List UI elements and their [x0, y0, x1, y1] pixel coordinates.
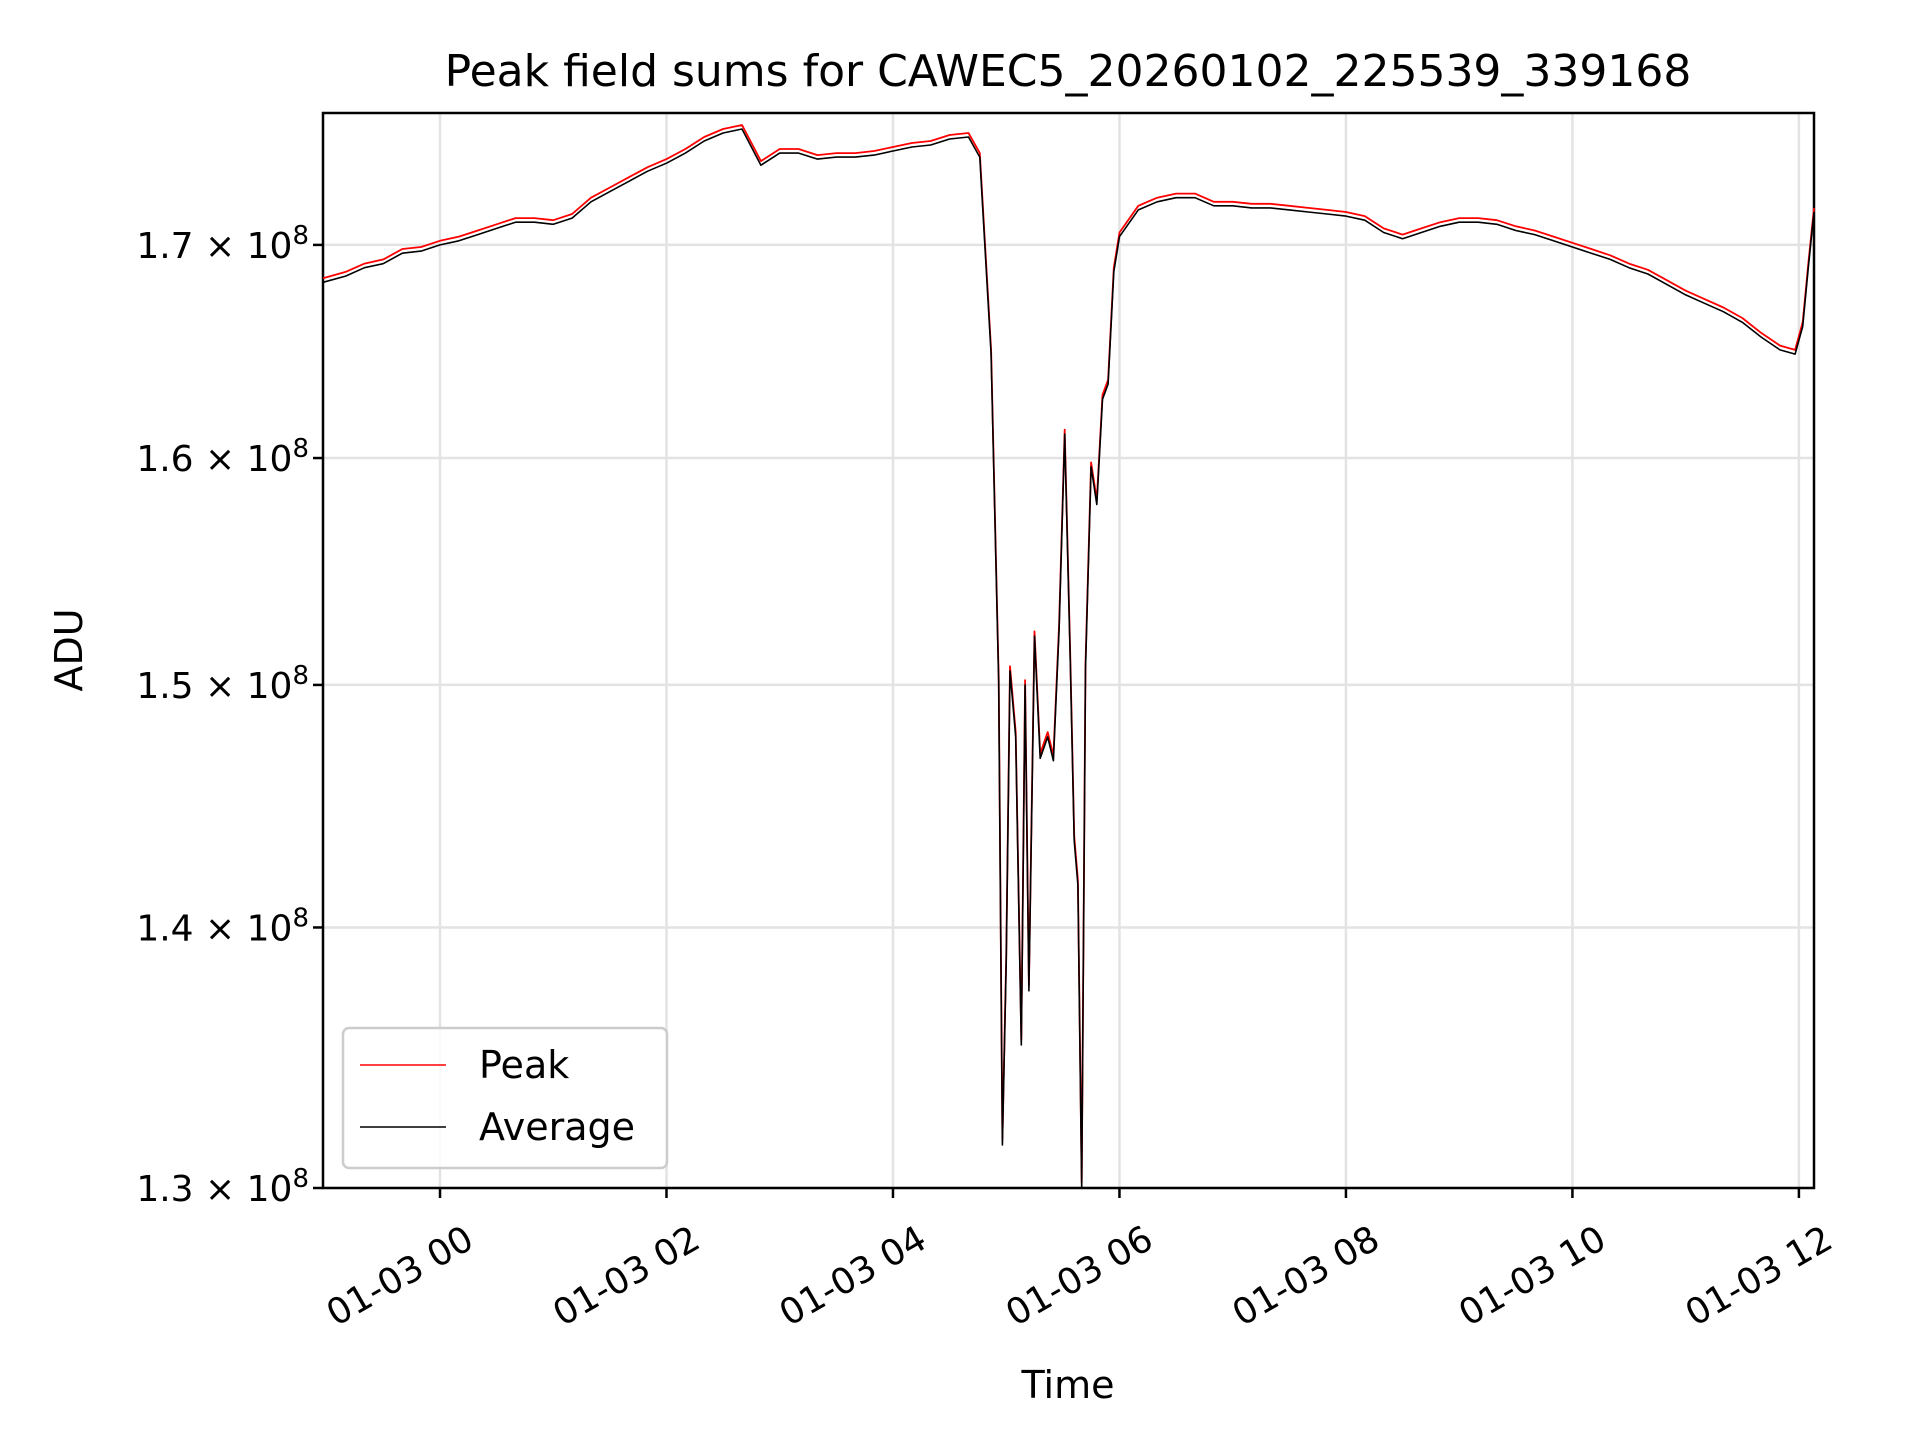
- legend-label-peak: Peak: [479, 1043, 569, 1087]
- x-tick-label: 01-03 08: [1226, 1218, 1387, 1334]
- y-tick-label: 1.3 × 108: [136, 1164, 309, 1210]
- gridlines: [323, 113, 1814, 1190]
- series-line-average: [322, 128, 1815, 1189]
- legend-label-average: Average: [479, 1105, 635, 1149]
- series-layer: [322, 124, 1815, 1189]
- y-tick-label: 1.4 × 108: [136, 903, 309, 949]
- x-tick-label: 01-03 06: [999, 1218, 1160, 1334]
- x-axis-ticks: 01-03 00 01-03 02 01-03 04 01-03 06 01-03 08…: [320, 1188, 1840, 1335]
- x-tick-label: 01-03 00: [320, 1218, 481, 1334]
- y-axis-label: ADU: [47, 608, 91, 691]
- y-axis-ticks: 1.3 × 108 1.4 × 108 1.5 × 108 1.6 × 108 1.7 …: [136, 221, 323, 1210]
- x-axis-label: Time: [1021, 1363, 1115, 1407]
- chart-title: Peak field sums for CAWEC5_20260102_2255…: [445, 46, 1692, 97]
- legend-box: [341, 1026, 669, 1170]
- plot-area-frame: [321, 111, 1816, 1190]
- y-tick-label: 1.5 × 108: [136, 661, 309, 707]
- x-tick-label: 01-03 10: [1452, 1218, 1613, 1334]
- legend: Peak Average: [341, 1026, 669, 1170]
- x-tick-label: 01-03 04: [773, 1218, 934, 1334]
- series-line-peak: [322, 124, 1815, 1184]
- y-tick-label: 1.7 × 108: [136, 221, 309, 267]
- y-tick-label: 1.6 × 108: [136, 434, 309, 480]
- x-tick-label: 01-03 02: [546, 1218, 707, 1334]
- x-tick-label: 01-03 12: [1679, 1218, 1840, 1334]
